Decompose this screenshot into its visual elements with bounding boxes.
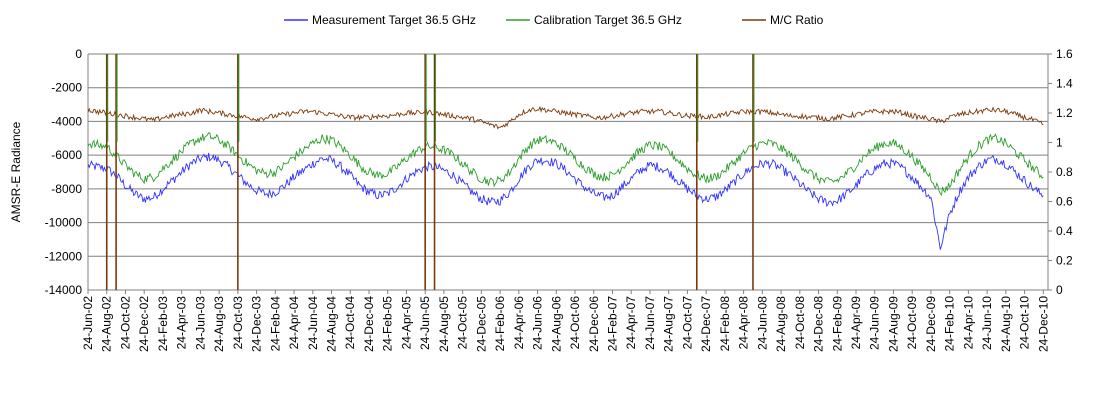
y-right-tick-label: 1 bbox=[1056, 136, 1063, 150]
legend-label: Measurement Target 36.5 GHz bbox=[312, 13, 476, 27]
x-tick-label: 24-Apr-07 bbox=[624, 296, 638, 350]
y-right-tick-label: 0.4 bbox=[1056, 224, 1073, 238]
y-tick-label: -8000 bbox=[51, 182, 82, 196]
x-tick-label: 24-Jun-06 bbox=[531, 296, 545, 350]
y-right-tick-label: 0.8 bbox=[1056, 165, 1073, 179]
x-tick-label: 24-Jun-04 bbox=[306, 296, 320, 350]
x-tick-label: 24-Dec-03 bbox=[250, 296, 264, 352]
x-tick-label: 24-Oct-09 bbox=[905, 296, 919, 350]
x-tick-label: 24-Apr-03 bbox=[175, 296, 189, 350]
y-tick-label: -14000 bbox=[45, 283, 83, 297]
x-tick-label: 24-Oct-08 bbox=[793, 296, 807, 350]
x-tick-label: 24-Jun-08 bbox=[755, 296, 769, 350]
x-tick-label: 24-Apr-09 bbox=[849, 296, 863, 350]
x-tick-label: 24-Dec-10 bbox=[1036, 296, 1050, 352]
x-tick-label: 24-Jun-07 bbox=[643, 296, 657, 350]
x-tick-label: 24-Oct-06 bbox=[568, 296, 582, 350]
series-line bbox=[88, 132, 1044, 196]
x-tick-label: 24-Feb-10 bbox=[943, 296, 957, 352]
y-tick-label: -10000 bbox=[45, 216, 83, 230]
x-tick-label: 24-Aug-06 bbox=[549, 296, 563, 352]
y-tick-label: -2000 bbox=[51, 81, 82, 95]
x-tick-label: 24-Dec-05 bbox=[474, 296, 488, 352]
x-tick-label: 24-Apr-04 bbox=[287, 296, 301, 350]
x-tick-label: 24-Jun-03 bbox=[193, 296, 207, 350]
y-tick-label: -4000 bbox=[51, 114, 82, 128]
x-tick-label: 24-Jun-09 bbox=[868, 296, 882, 350]
y-tick-label: -6000 bbox=[51, 148, 82, 162]
x-tick-label: 24-Aug-10 bbox=[999, 296, 1013, 352]
x-tick-label: 24-Feb-08 bbox=[718, 296, 732, 352]
x-tick-label: 24-Aug-08 bbox=[774, 296, 788, 352]
x-tick-label: 24-Oct-07 bbox=[680, 296, 694, 350]
x-tick-label: 24-Feb-07 bbox=[605, 296, 619, 352]
x-tick-label: 24-Jun-10 bbox=[980, 296, 994, 350]
y-right-tick-label: 1.4 bbox=[1056, 77, 1073, 91]
x-tick-label: 24-Dec-04 bbox=[362, 296, 376, 352]
x-tick-label: 24-Feb-03 bbox=[156, 296, 170, 352]
x-tick-label: 24-Jun-02 bbox=[81, 296, 95, 350]
x-tick-label: 24-Feb-04 bbox=[268, 296, 282, 352]
x-tick-label: 24-Aug-02 bbox=[100, 296, 114, 352]
x-tick-label: 24-Oct-02 bbox=[118, 296, 132, 350]
x-tick-label: 24-Dec-09 bbox=[924, 296, 938, 352]
x-tick-label: 24-Oct-04 bbox=[343, 296, 357, 350]
y-axis-title: AMSR-E Radiance bbox=[9, 121, 23, 222]
y-right-tick-label: 0.2 bbox=[1056, 254, 1073, 268]
x-tick-label: 24-Jun-05 bbox=[418, 296, 432, 350]
y-right-tick-label: 1.2 bbox=[1056, 106, 1073, 120]
y-right-tick-label: 0.6 bbox=[1056, 195, 1073, 209]
x-tick-label: 24-Oct-03 bbox=[231, 296, 245, 350]
x-tick-label: 24-Feb-05 bbox=[381, 296, 395, 352]
x-tick-label: 24-Aug-07 bbox=[662, 296, 676, 352]
y-tick-label: -12000 bbox=[45, 249, 83, 263]
x-tick-label: 24-Dec-02 bbox=[137, 296, 151, 352]
x-tick-label: 24-Aug-04 bbox=[325, 296, 339, 352]
y-right-tick-label: 1.6 bbox=[1056, 47, 1073, 61]
x-tick-label: 24-Dec-08 bbox=[812, 296, 826, 352]
x-tick-label: 24-Aug-09 bbox=[886, 296, 900, 352]
y-tick-label: 0 bbox=[75, 47, 82, 61]
x-tick-label: 24-Feb-09 bbox=[830, 296, 844, 352]
x-tick-label: 24-Apr-06 bbox=[512, 296, 526, 350]
legend-label: M/C Ratio bbox=[770, 13, 824, 27]
x-tick-label: 24-Dec-07 bbox=[699, 296, 713, 352]
x-tick-label: 24-Apr-10 bbox=[961, 296, 975, 350]
y-right-tick-label: 0 bbox=[1056, 283, 1063, 297]
x-tick-label: 24-Feb-06 bbox=[493, 296, 507, 352]
x-tick-label: 24-Aug-03 bbox=[212, 296, 226, 352]
series-line bbox=[88, 152, 1044, 250]
x-tick-label: 24-Oct-05 bbox=[456, 296, 470, 350]
x-tick-label: 24-Aug-05 bbox=[437, 296, 451, 352]
legend-label: Calibration Target 36.5 GHz bbox=[534, 13, 682, 27]
x-tick-label: 24-Apr-08 bbox=[737, 296, 751, 350]
x-tick-label: 24-Dec-06 bbox=[587, 296, 601, 352]
series-line bbox=[88, 105, 1044, 130]
x-tick-label: 24-Oct-10 bbox=[1018, 296, 1032, 350]
x-tick-label: 24-Apr-05 bbox=[399, 296, 413, 350]
